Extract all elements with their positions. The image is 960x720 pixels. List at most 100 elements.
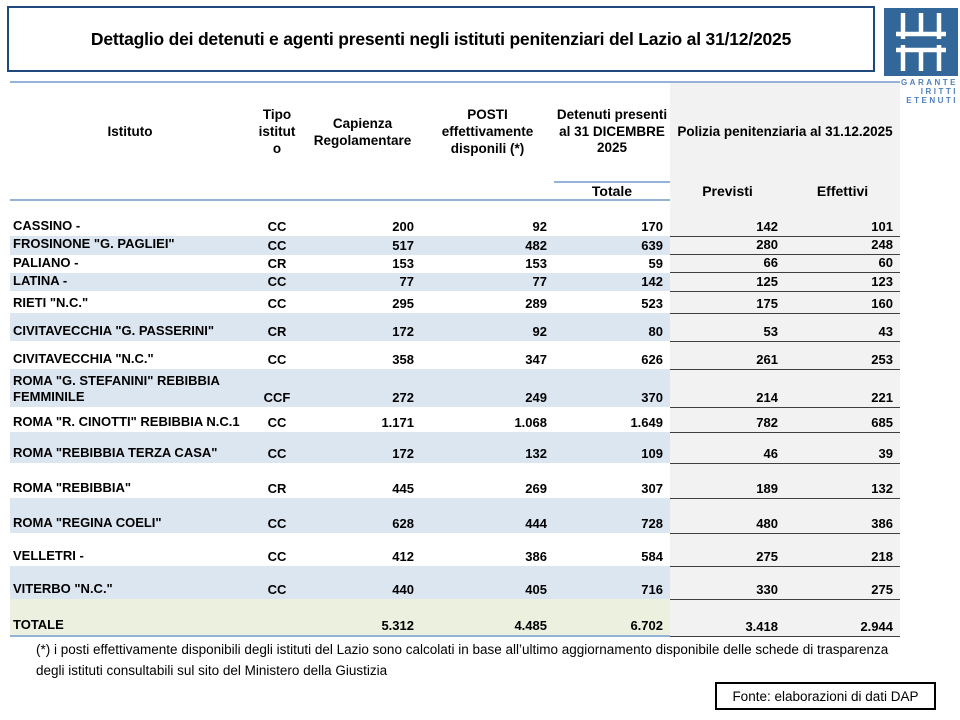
cell-previsti: 782 bbox=[670, 407, 785, 433]
cell-previsti: 3.418 bbox=[670, 599, 785, 637]
cell-totale: 59 bbox=[648, 255, 663, 271]
cell-totale: 307 bbox=[641, 481, 663, 496]
cell-tipo: CC bbox=[250, 236, 304, 255]
cell-tipo: CC bbox=[250, 498, 304, 533]
subheader-totale: Totale bbox=[554, 181, 670, 201]
cell-totale: 523 bbox=[641, 296, 663, 311]
cell-effettivi: 132 bbox=[785, 463, 900, 499]
cell-tipo bbox=[250, 599, 304, 637]
cell-previsti: 330 bbox=[670, 566, 785, 600]
table-row: FROSINONE "G. PAGLIEI" CC 517 482 639 28… bbox=[10, 236, 900, 256]
subheader-blank bbox=[304, 182, 421, 201]
subheader-previsti: Previsti bbox=[670, 182, 785, 200]
header-posti: POSTI effettivamente disponili (*) bbox=[441, 107, 534, 156]
cell-previsti: 53 bbox=[670, 313, 785, 342]
cell-istituto: CIVITAVECCHIA "G. PASSERINI" bbox=[10, 313, 250, 341]
cell-totale: 370 bbox=[554, 369, 670, 407]
cell-capienza: 172 bbox=[304, 432, 421, 463]
header-tipo-istituto: Tipo istituto bbox=[258, 107, 296, 156]
cell-totale: 1.649 bbox=[630, 415, 663, 430]
cell-istituto: CIVITAVECCHIA "N.C." bbox=[13, 350, 154, 366]
cell-totale: 6.702 bbox=[554, 599, 670, 637]
table-row: CIVITAVECCHIA "N.C." CC 358 347 626 261 … bbox=[10, 341, 900, 370]
cell-capienza: 200 bbox=[392, 219, 414, 235]
cell-totale: 728 bbox=[554, 498, 670, 533]
cell-previsti: 214 bbox=[670, 369, 785, 408]
cell-tipo: CC bbox=[267, 352, 287, 367]
cell-posti: 444 bbox=[421, 498, 554, 533]
cell-previsti: 46 bbox=[670, 432, 785, 464]
cell-posti: 249 bbox=[421, 369, 554, 407]
subheader-blank bbox=[250, 182, 304, 201]
cell-previsti: 142 bbox=[670, 218, 785, 237]
cell-istituto: FROSINONE "G. PAGLIEI" bbox=[10, 236, 250, 255]
header-polizia: Polizia penitenziaria al 31.12.2025 bbox=[670, 82, 900, 182]
cell-capienza: 517 bbox=[304, 236, 421, 255]
cell-effettivi: 39 bbox=[785, 432, 900, 464]
spacer-row bbox=[10, 200, 900, 218]
cell-capienza: 412 bbox=[392, 549, 414, 564]
table-row: ROMA "R. CINOTTI" REBIBBIA N.C.1 CC 1.17… bbox=[10, 407, 900, 433]
cell-effettivi: 248 bbox=[785, 236, 900, 256]
cell-totale: 584 bbox=[641, 549, 663, 564]
cell-effettivi: 160 bbox=[785, 291, 900, 314]
cell-totale: 626 bbox=[641, 352, 663, 367]
table-row: VELLETRI - CC 412 386 584 275 218 bbox=[10, 533, 900, 567]
cell-effettivi: 275 bbox=[785, 566, 900, 600]
logo-text: GARANTE IRITTI ETENUTI bbox=[884, 78, 958, 106]
cell-posti: 92 bbox=[532, 219, 547, 235]
source-box: Fonte: elaborazioni di dati DAP bbox=[715, 682, 936, 710]
garante-logo-icon bbox=[884, 8, 958, 76]
table-row: PALIANO - CR 153 153 59 66 60 bbox=[10, 254, 900, 274]
total-row: TOTALE 5.312 4.485 6.702 3.418 2.944 bbox=[10, 599, 900, 637]
header-istituto: Istituto bbox=[107, 124, 153, 140]
cell-previsti: 125 bbox=[670, 272, 785, 292]
subheader-effettivi: Effettivi bbox=[785, 182, 900, 200]
cell-totale: 80 bbox=[554, 313, 670, 341]
cell-posti: 92 bbox=[421, 313, 554, 341]
cell-tipo: CC bbox=[267, 415, 287, 430]
cell-tipo: CC bbox=[267, 219, 287, 235]
cell-previsti: 189 bbox=[670, 463, 785, 499]
title-box: Dettaglio dei detenuti e agenti presenti… bbox=[7, 6, 875, 72]
cell-posti: 347 bbox=[525, 352, 547, 367]
subheader-row: Totale Previsti Effettivi bbox=[10, 181, 900, 201]
logo-text-line: IRITTI bbox=[920, 87, 958, 97]
cell-istituto: ROMA "R. CINOTTI" REBIBBIA N.C.1 bbox=[13, 413, 240, 429]
table-row: VITERBO "N.C." CC 440 405 716 330 275 bbox=[10, 566, 900, 600]
cell-istituto: ROMA "REBIBBIA TERZA CASA" bbox=[10, 432, 250, 463]
cell-posti: 405 bbox=[421, 566, 554, 599]
cell-effettivi: 60 bbox=[785, 254, 900, 274]
cell-tipo: CC bbox=[250, 566, 304, 599]
cell-capienza: 153 bbox=[392, 255, 414, 271]
cell-effettivi: 386 bbox=[785, 498, 900, 534]
header-capienza: Capienza Regolamentare bbox=[313, 115, 412, 148]
cell-capienza: 1.171 bbox=[381, 415, 414, 430]
subheader-blank bbox=[421, 182, 554, 201]
cell-tipo: CR bbox=[267, 255, 287, 271]
table-row: RIETI "N.C." CC 295 289 523 175 160 bbox=[10, 291, 900, 314]
cell-posti: 289 bbox=[525, 296, 547, 311]
cell-tipo: CC bbox=[250, 272, 304, 291]
cell-previsti: 280 bbox=[670, 236, 785, 256]
cell-posti: 269 bbox=[525, 481, 547, 496]
cell-totale: 109 bbox=[554, 432, 670, 463]
cell-totale: 142 bbox=[554, 272, 670, 291]
table-row: CIVITAVECCHIA "G. PASSERINI" CR 172 92 8… bbox=[10, 313, 900, 342]
cell-effettivi: 123 bbox=[785, 272, 900, 292]
cell-capienza: 5.312 bbox=[304, 599, 421, 637]
cell-effettivi: 253 bbox=[785, 341, 900, 370]
cell-capienza: 77 bbox=[304, 272, 421, 291]
table-row: LATINA - CC 77 77 142 125 123 bbox=[10, 272, 900, 292]
cell-capienza: 358 bbox=[392, 352, 414, 367]
cell-capienza: 445 bbox=[392, 481, 414, 496]
cell-istituto: VELLETRI - bbox=[13, 547, 84, 563]
logo-text-line: GARANTE bbox=[900, 78, 958, 87]
cell-istituto: VITERBO "N.C." bbox=[10, 566, 250, 599]
cell-totale: 716 bbox=[554, 566, 670, 599]
cell-istituto: LATINA - bbox=[10, 272, 250, 291]
cell-posti: 4.485 bbox=[421, 599, 554, 637]
cell-capienza: 440 bbox=[304, 566, 421, 599]
header-row: Istituto Tipo istituto Capienza Regolame… bbox=[10, 82, 900, 182]
cell-istituto: TOTALE bbox=[10, 599, 250, 637]
